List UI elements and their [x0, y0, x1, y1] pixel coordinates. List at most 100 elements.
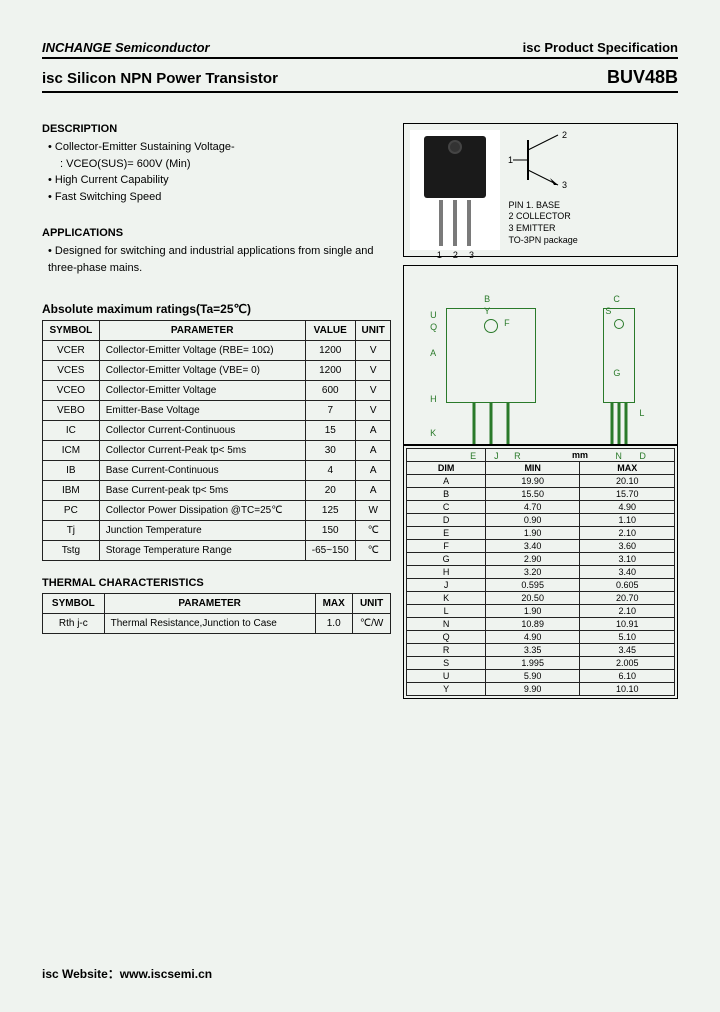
table-row: K20.5020.70: [407, 592, 675, 605]
cell-param: Base Current-peak tp< 5ms: [99, 481, 305, 501]
table-row: IBBase Current-Continuous4A: [43, 461, 391, 481]
table-row: ICCollector Current-Continuous15A: [43, 421, 391, 441]
cell-min: 15.50: [485, 488, 580, 501]
cell-max: 2.10: [580, 605, 675, 618]
table-row: D0.901.10: [407, 514, 675, 527]
table-row: R3.353.45: [407, 644, 675, 657]
cell-value: 600: [305, 381, 355, 401]
table-row: Rth j-cThermal Resistance,Junction to Ca…: [43, 614, 391, 634]
cell-symbol: IC: [43, 421, 100, 441]
cell-param: Collector-Emitter Voltage (VBE= 0): [99, 361, 305, 381]
cell-unit: A: [355, 461, 390, 481]
pin-legend: PIN 1. BASE: [508, 200, 671, 212]
cell-min: 19.90: [485, 475, 580, 488]
dim-col: MIN: [485, 462, 580, 475]
applications-text: Designed for switching and industrial ap…: [42, 243, 391, 276]
cell-min: 4.70: [485, 501, 580, 514]
cell-unit: V: [355, 341, 390, 361]
cell-value: 1200: [305, 361, 355, 381]
cell-dim: J: [407, 579, 485, 592]
table-row: H3.203.40: [407, 566, 675, 579]
cell-symbol: VEBO: [43, 401, 100, 421]
cell-min: 3.20: [485, 566, 580, 579]
svg-text:2: 2: [562, 130, 567, 140]
col-symbol: SYMBOL: [43, 594, 105, 614]
svg-text:1: 1: [508, 155, 513, 165]
cell-value: 15: [305, 421, 355, 441]
desc-sub: : VCEO(SUS)= 600V (Min): [48, 156, 391, 173]
cell-dim: L: [407, 605, 485, 618]
cell-unit: V: [355, 401, 390, 421]
spec-label: isc Product Specification: [523, 40, 678, 55]
col-unit: UNIT: [352, 594, 391, 614]
table-row: N10.8910.91: [407, 618, 675, 631]
table-row: Y9.9010.10: [407, 683, 675, 696]
cell-max: 1.10: [580, 514, 675, 527]
col-symbol: SYMBOL: [43, 321, 100, 341]
pin-label: 1: [437, 250, 442, 260]
company-name: INCHANGE Semiconductor: [42, 40, 210, 55]
table-row: S1.9952.005: [407, 657, 675, 670]
cell-symbol: PC: [43, 501, 100, 521]
cell-max: 20.70: [580, 592, 675, 605]
cell-min: 1.90: [485, 527, 580, 540]
header: INCHANGE Semiconductor isc Product Speci…: [42, 40, 678, 59]
cell-symbol: IBM: [43, 481, 100, 501]
table-row: VCESCollector-Emitter Voltage (VBE= 0)12…: [43, 361, 391, 381]
cell-min: 1.995: [485, 657, 580, 670]
cell-min: 0.90: [485, 514, 580, 527]
cell-max: 10.10: [580, 683, 675, 696]
cell-dim: A: [407, 475, 485, 488]
table-row: A19.9020.10: [407, 475, 675, 488]
svg-text:3: 3: [562, 180, 567, 190]
cell-max: 2.10: [580, 527, 675, 540]
dim-col: DIM: [407, 462, 485, 475]
cell-symbol: VCES: [43, 361, 100, 381]
cell-min: 0.595: [485, 579, 580, 592]
cell-min: 4.90: [485, 631, 580, 644]
cell-symbol: Tj: [43, 521, 100, 541]
cell-param: Collector Current-Continuous: [99, 421, 305, 441]
table-row: B15.5015.70: [407, 488, 675, 501]
cell-max: 15.70: [580, 488, 675, 501]
cell-max: 6.10: [580, 670, 675, 683]
cell-max: 0.605: [580, 579, 675, 592]
cell-max: 4.90: [580, 501, 675, 514]
cell-dim: E: [407, 527, 485, 540]
dimension-table: mm DIM MIN MAX A19.9020.10B15.5015.70C4.…: [406, 448, 675, 696]
pin-legend: 3 EMITTER: [508, 223, 671, 235]
table-row: Q4.905.10: [407, 631, 675, 644]
desc-item: Collector-Emitter Sustaining Voltage-: [48, 139, 391, 156]
cell-unit: V: [355, 381, 390, 401]
pin-legend: TO-3PN package: [508, 235, 671, 247]
cell-min: 5.90: [485, 670, 580, 683]
table-row: ICMCollector Current-Peak tp< 5ms30A: [43, 441, 391, 461]
cell-dim: G: [407, 553, 485, 566]
table-row: E1.902.10: [407, 527, 675, 540]
cell-max: 10.91: [580, 618, 675, 631]
cell-value: 20: [305, 481, 355, 501]
table-row: TstgStorage Temperature Range-65~150℃: [43, 541, 391, 561]
cell-param: Storage Temperature Range: [99, 541, 305, 561]
cell-max: 5.10: [580, 631, 675, 644]
cell-param: Emitter-Base Voltage: [99, 401, 305, 421]
content: DESCRIPTION Collector-Emitter Sustaining…: [42, 123, 678, 699]
cell-value: 150: [305, 521, 355, 541]
description-list: Collector-Emitter Sustaining Voltage- : …: [42, 139, 391, 205]
cell-symbol: VCER: [43, 341, 100, 361]
thermal-table: SYMBOL PARAMETER MAX UNIT Rth j-cThermal…: [42, 593, 391, 634]
cell-unit: A: [355, 481, 390, 501]
cell-param: Collector Power Dissipation @TC=25℃: [99, 501, 305, 521]
cell-dim: F: [407, 540, 485, 553]
cell-value: -65~150: [305, 541, 355, 561]
cell-dim: C: [407, 501, 485, 514]
pin-label: 2: [453, 250, 458, 260]
cell-param: Collector-Emitter Voltage: [99, 381, 305, 401]
table-row: J0.5950.605: [407, 579, 675, 592]
cell-max: 3.45: [580, 644, 675, 657]
cell-min: 3.35: [485, 644, 580, 657]
cell-dim: S: [407, 657, 485, 670]
table-row: VCERCollector-Emitter Voltage (RBE= 10Ω)…: [43, 341, 391, 361]
table-row: VEBOEmitter-Base Voltage7V: [43, 401, 391, 421]
right-column: 1 2 3 1 2 3 PI: [403, 123, 678, 699]
